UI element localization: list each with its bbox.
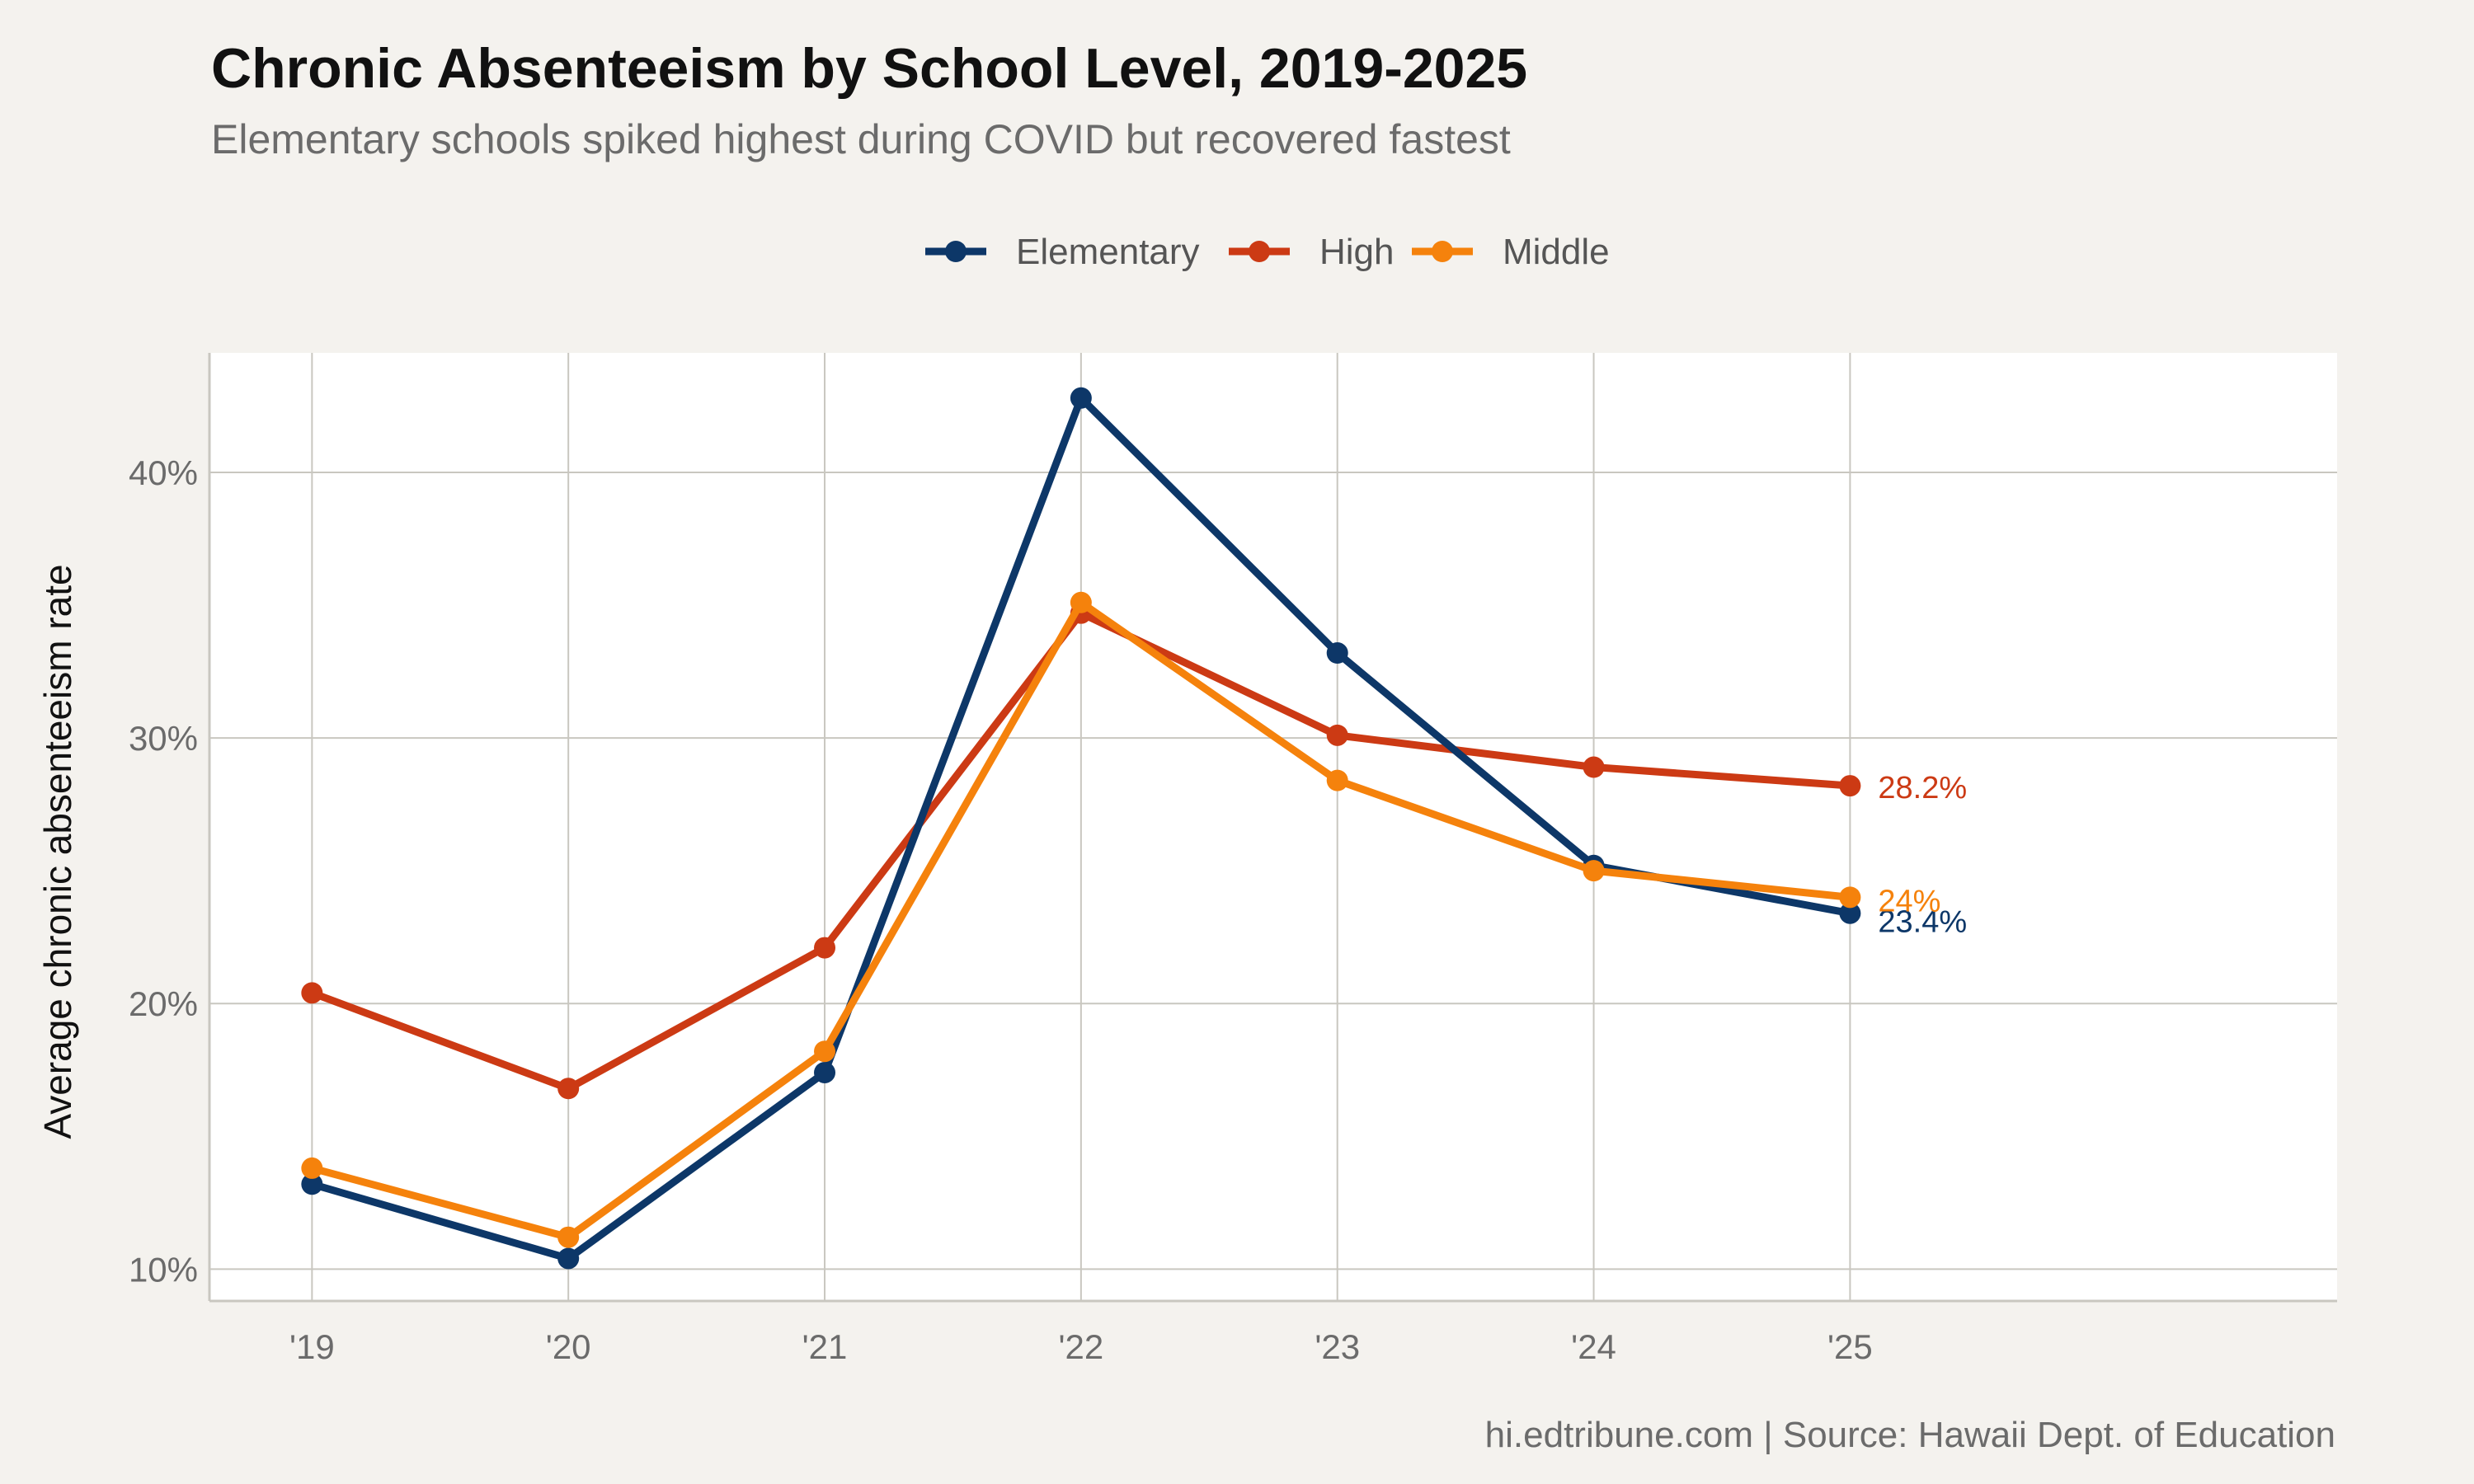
x-tick-label: '19 xyxy=(289,1327,335,1366)
x-tick-label: '20 xyxy=(546,1327,591,1366)
chart-title: Chronic Absenteeism by School Level, 201… xyxy=(211,37,1528,100)
chart-subtitle: Elementary schools spiked highest during… xyxy=(211,116,1511,162)
middle-point xyxy=(1070,591,1092,613)
legend-key-point xyxy=(1249,241,1270,262)
middle-point xyxy=(1583,860,1605,882)
x-tick-label: '21 xyxy=(802,1327,848,1366)
high-point xyxy=(1326,724,1348,746)
high-end-label: 28.2% xyxy=(1878,771,1967,805)
elementary-point xyxy=(814,1061,836,1083)
legend-key-point xyxy=(945,241,967,262)
axes: 10% 20% 30% 40% '19 '20 '21 '22 '23 '24 '25 xyxy=(129,353,2337,1366)
middle-end-label: 24% xyxy=(1878,884,1940,918)
gridlines xyxy=(209,353,2337,1301)
legend-key-point xyxy=(1432,241,1453,262)
legend: Elementary High Middle xyxy=(925,232,1610,272)
elementary-point xyxy=(1326,642,1348,665)
legend-label: High xyxy=(1319,232,1395,272)
plot-panel xyxy=(209,353,2337,1301)
x-tick-label: '25 xyxy=(1827,1327,1873,1366)
y-tick-label: 30% xyxy=(129,719,198,758)
middle-point xyxy=(1839,886,1861,909)
high-point xyxy=(557,1078,580,1100)
legend-item-middle: Middle xyxy=(1412,232,1610,272)
elementary-point xyxy=(1839,902,1861,924)
source-caption: hi.edtribune.com | Source: Hawaii Dept. … xyxy=(1484,1415,2335,1455)
high-point xyxy=(301,982,323,1004)
legend-item-high: High xyxy=(1229,232,1395,272)
high-point xyxy=(814,937,836,959)
legend-label: Middle xyxy=(1503,232,1610,272)
y-tick-label: 10% xyxy=(129,1250,198,1289)
middle-point xyxy=(301,1157,323,1179)
high-point xyxy=(1583,756,1605,778)
elementary-end-label: 23.4% xyxy=(1878,905,1967,940)
x-tick-label: '22 xyxy=(1058,1327,1103,1366)
x-tick-label: '23 xyxy=(1315,1327,1360,1366)
elementary-point xyxy=(557,1247,580,1270)
x-tick-label: '24 xyxy=(1571,1327,1616,1366)
legend-item-elementary: Elementary xyxy=(925,232,1200,272)
middle-point xyxy=(1326,769,1348,791)
y-axis-title: Average chronic absenteeism rate xyxy=(36,564,79,1139)
legend-label: Elementary xyxy=(1016,232,1200,272)
series-middle: 24% xyxy=(301,591,1940,1248)
elementary-point xyxy=(1070,387,1092,409)
series-layer: 28.2% 23.4%24% xyxy=(301,387,1967,1270)
middle-point xyxy=(814,1040,836,1063)
elementary-point xyxy=(301,1173,323,1195)
middle-point xyxy=(557,1226,580,1248)
y-tick-label: 20% xyxy=(129,984,198,1023)
high-point xyxy=(1839,775,1861,797)
y-tick-label: 40% xyxy=(129,453,198,492)
